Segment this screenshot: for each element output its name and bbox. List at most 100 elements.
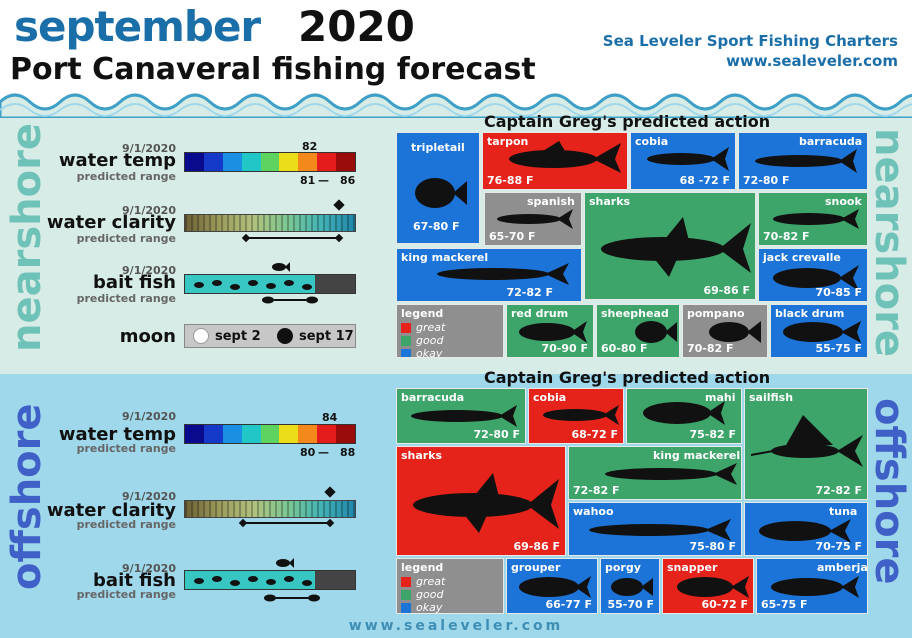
near-clarity-label: water clarity [46, 212, 176, 233]
near-moon-label: moon [119, 326, 176, 347]
near-bait-current-icon [272, 262, 290, 272]
off-bait-date: 9/1/2020 [122, 562, 176, 575]
near-moon-new: sept 2 [215, 329, 261, 344]
new-moon-icon [193, 328, 209, 344]
off-tile-king-mackerel[interactable]: king mackerel 72-82 F [568, 446, 742, 500]
off-temp-scale [184, 424, 356, 444]
near-tile-king-mackerel[interactable]: king mackerel 72-82 F [396, 248, 582, 302]
off-tile-wahoo[interactable]: wahoo 75-80 F [568, 502, 742, 556]
tuna-icon [759, 519, 851, 543]
off-temp-low: 80 [300, 446, 316, 459]
off-tile-grouper[interactable]: grouper 66-77 F [506, 558, 598, 614]
black-drum-icon [783, 321, 861, 343]
legend-swatch-great [401, 322, 411, 333]
off-temp-sub: predicted range [76, 442, 176, 455]
near-temp-date: 9/1/2020 [122, 142, 176, 155]
offshore-side-label-right: offshore [866, 398, 912, 585]
legend-swatch-great [401, 576, 411, 587]
near-tile-tripletail[interactable]: tripletail 67-80 F [396, 132, 480, 244]
barracuda-icon [411, 405, 517, 427]
snapper-icon [677, 576, 749, 598]
near-clarity-range-line [248, 237, 338, 239]
off-tile-tuna[interactable]: tuna 70-75 F [744, 502, 868, 556]
off-temp-high: 88 [340, 446, 356, 459]
off-tile-sailfish[interactable]: sailfish 72-82 F [744, 388, 868, 500]
near-temp-sub: predicted range [76, 170, 176, 183]
footer-url[interactable]: www.sealeveler.com [348, 618, 564, 634]
off-bait-current-icon [276, 558, 294, 568]
near-bait-label: bait fish [93, 272, 176, 293]
off-tile-cobia[interactable]: cobia 68-72 F [528, 388, 624, 444]
near-tile-sheephead[interactable]: sheephead 60-80 F [596, 304, 680, 358]
near-bait-date: 9/1/2020 [122, 264, 176, 277]
company-url[interactable]: www.sealeveler.com [726, 52, 898, 70]
full-moon-icon [277, 328, 293, 344]
king-mackerel-icon [437, 263, 569, 285]
off-clarity-sub: predicted range [76, 518, 176, 531]
off-tile-snapper[interactable]: snapper 60-72 F [662, 558, 754, 614]
near-tile-cobia[interactable]: cobia 68 -72 F [630, 132, 736, 190]
near-tile-pompano[interactable]: pompano 70-82 F [682, 304, 768, 358]
tripletail-icon [415, 178, 467, 208]
off-temp-current: 84 [322, 411, 338, 424]
near-legend: legend great good okay [396, 304, 504, 358]
off-temp-label: water temp [58, 424, 176, 445]
near-temp-scale [184, 152, 356, 172]
off-clarity-range-line [245, 522, 329, 524]
near-temp-current: 82 [302, 140, 318, 153]
near-tile-red-drum[interactable]: red drum 70-90 F [506, 304, 594, 358]
off-tile-sharks[interactable]: sharks 69-86 F [396, 446, 566, 556]
snook-icon [773, 209, 859, 229]
barracuda-icon [755, 149, 857, 173]
off-bait-label: bait fish [93, 570, 176, 591]
title-month: september [14, 2, 261, 51]
near-tile-jack-crevalle[interactable]: jack crevalle 70-85 F [758, 248, 868, 302]
king-mackerel-icon [605, 463, 737, 485]
off-temp-date: 9/1/2020 [122, 410, 176, 423]
near-grid-heading: Captain Greg's predicted action [484, 112, 771, 131]
near-tile-black-drum[interactable]: black drum 55-75 F [770, 304, 868, 358]
near-temp-low: 81 [300, 174, 316, 187]
sheephead-icon [635, 321, 677, 343]
near-temp-dash: — [318, 174, 329, 187]
near-tile-sharks[interactable]: sharks 69-86 F [584, 192, 756, 300]
spanish-mackerel-icon [497, 209, 573, 229]
near-moon-full: sept 17 [299, 329, 354, 344]
near-clarity-scale [184, 214, 356, 232]
off-bait-scale [184, 570, 356, 590]
off-bait-sub: predicted range [76, 588, 176, 601]
off-legend: legend great good okay [396, 558, 504, 614]
off-bait-range-icon [264, 594, 320, 602]
near-bait-range-icon [262, 296, 318, 304]
near-tile-spanish[interactable]: spanish 65-70 F [484, 192, 582, 246]
off-clarity-scale [184, 500, 356, 518]
porgy-icon [611, 578, 653, 596]
near-temp-high: 86 [340, 174, 356, 187]
off-grid-heading: Captain Greg's predicted action [484, 368, 771, 387]
wave-divider [0, 93, 912, 118]
red-drum-icon [519, 321, 587, 343]
off-tile-porgy[interactable]: porgy 55-70 F [600, 558, 660, 614]
near-tile-tarpon[interactable]: tarpon 76-88 F [482, 132, 628, 190]
off-clarity-date: 9/1/2020 [122, 490, 176, 503]
near-bait-scale [184, 274, 356, 294]
near-tile-snook[interactable]: snook 70-82 F [758, 192, 868, 246]
near-moon-bar: sept 2 sept 17 [184, 324, 356, 348]
shark-icon [413, 473, 559, 533]
near-clarity-date: 9/1/2020 [122, 204, 176, 217]
near-tile-barracuda[interactable]: barracuda 72-80 F [738, 132, 868, 190]
legend-swatch-good [401, 335, 411, 346]
pompano-icon [709, 321, 761, 343]
off-tile-mahi[interactable]: mahi 75-82 F [626, 388, 742, 444]
shark-icon [601, 217, 751, 277]
grouper-icon [519, 576, 591, 598]
off-clarity-label: water clarity [46, 500, 176, 521]
off-tile-barracuda[interactable]: barracuda 72-80 F [396, 388, 526, 444]
sailfish-icon [751, 415, 863, 467]
amberjack-icon [771, 576, 859, 598]
tarpon-icon [509, 141, 621, 173]
title-year: 2020 [298, 2, 415, 51]
near-temp-label: water temp [58, 150, 176, 171]
cobia-icon [647, 147, 729, 171]
off-tile-amberjack[interactable]: amberjack 65-75 F [756, 558, 868, 614]
